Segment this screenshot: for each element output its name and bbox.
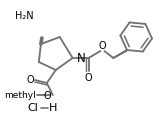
Text: methyl: methyl xyxy=(4,91,36,100)
Text: O: O xyxy=(43,91,51,101)
Text: O: O xyxy=(85,73,92,83)
Text: Cl: Cl xyxy=(28,103,38,113)
Text: N: N xyxy=(77,51,85,65)
Text: H: H xyxy=(49,103,57,113)
Text: H₂N: H₂N xyxy=(15,11,34,21)
Text: O: O xyxy=(99,41,106,51)
Text: O: O xyxy=(26,75,34,85)
